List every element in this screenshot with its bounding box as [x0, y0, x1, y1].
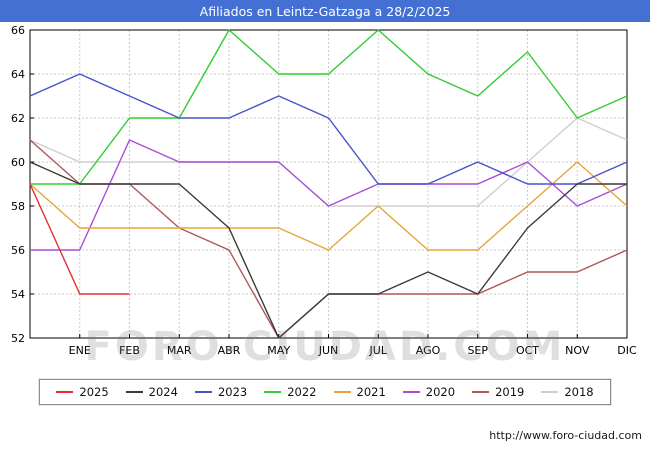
legend-label: 2022 — [287, 385, 317, 399]
series-line-2024 — [29, 161, 627, 339]
legend-item-2021: 2021 — [333, 385, 386, 399]
legend-swatch-2020 — [402, 391, 420, 393]
x-tick-label: AGO — [416, 344, 441, 357]
y-tick-label: 62 — [11, 112, 25, 125]
x-tick-label: OCT — [516, 344, 539, 357]
legend-label: 2020 — [425, 385, 456, 399]
legend-swatch-2019 — [472, 391, 490, 393]
x-tick-label: MAY — [267, 344, 290, 357]
chart-title: Afiliados en Leintz-Gatzaga a 28/2/2025 — [0, 0, 650, 22]
x-tick-label: JUN — [318, 344, 339, 357]
x-tick-label: ENE — [69, 344, 91, 357]
y-tick-label: 52 — [11, 332, 25, 345]
legend-label: 2023 — [217, 385, 248, 399]
x-tick-label: SEP — [467, 344, 488, 357]
legend-item-2020: 2020 — [402, 385, 456, 399]
x-tick-label: DIC — [617, 344, 637, 357]
legend-item-2025: 2025 — [56, 385, 109, 399]
x-tick-label: MAR — [167, 344, 192, 357]
legend-item-2024: 2024 — [125, 385, 178, 399]
y-tick-label: 66 — [11, 24, 25, 37]
legend-label: 2018 — [564, 385, 594, 399]
legend: 2025 2024 2023 2022 2021 2020 2019 2018 — [0, 379, 650, 405]
y-tick-label: 56 — [11, 244, 25, 257]
legend-label: 2025 — [79, 385, 109, 399]
series-line-2023 — [29, 73, 628, 185]
legend-label: 2024 — [148, 385, 178, 399]
series-line-2025 — [29, 183, 130, 295]
y-tick-label: 58 — [11, 200, 25, 213]
legend-label: 2019 — [495, 385, 525, 399]
legend-swatch-2021 — [333, 391, 351, 393]
legend-item-2019: 2019 — [472, 385, 524, 399]
footer-link[interactable]: http://www.foro-ciudad.com — [489, 429, 642, 442]
x-tick-label: NOV — [565, 344, 590, 357]
legend-swatch-2018 — [541, 391, 559, 393]
y-tick-label: 54 — [11, 288, 25, 301]
series-line-2020 — [30, 139, 628, 251]
legend-item-2018: 2018 — [541, 385, 594, 399]
legend-label: 2021 — [356, 385, 386, 399]
legend-item-2023: 2023 — [194, 385, 248, 399]
legend-box: 2025 2024 2023 2022 2021 2020 2019 2018 — [39, 379, 611, 405]
chart-canvas: 52 54 56 58 60 62 64 66 ENE FEB MAR ABR MAY JUN JUL AGO… — [11, 24, 637, 357]
x-tick-label: JUL — [369, 344, 388, 357]
y-tick-label: 64 — [11, 68, 25, 81]
legend-swatch-2025 — [56, 391, 74, 393]
series-line-2022 — [30, 29, 628, 185]
legend-swatch-2022 — [264, 391, 282, 393]
x-tick-label: FEB — [119, 344, 140, 357]
legend-swatch-2024 — [125, 391, 143, 393]
x-tick-label: ABR — [218, 344, 241, 357]
series-line-2021 — [29, 161, 628, 251]
y-tick-label: 60 — [11, 156, 25, 169]
legend-item-2022: 2022 — [264, 385, 317, 399]
legend-swatch-2023 — [194, 391, 212, 393]
